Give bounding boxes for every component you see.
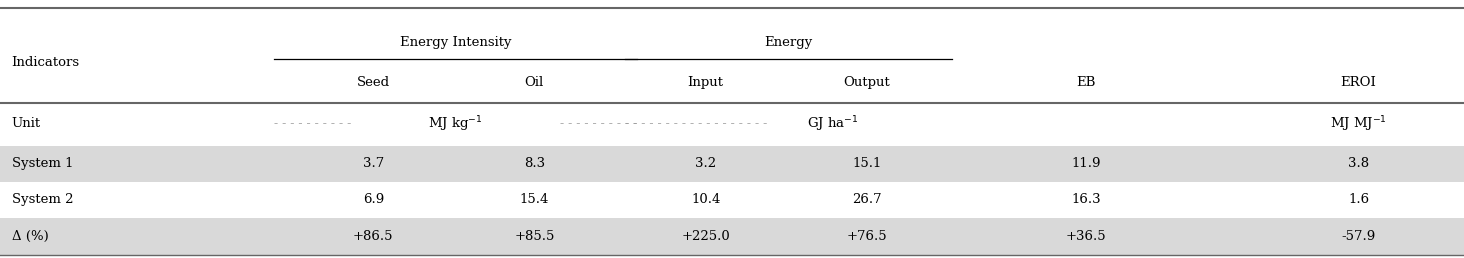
Text: Oil: Oil <box>524 76 545 89</box>
Bar <box>0 146 1464 182</box>
Text: EROI: EROI <box>1341 76 1376 89</box>
Text: Indicators: Indicators <box>12 56 81 69</box>
Text: Energy Intensity: Energy Intensity <box>400 36 511 49</box>
Text: GJ ha$^{-1}$: GJ ha$^{-1}$ <box>807 114 858 134</box>
Text: 3.2: 3.2 <box>695 157 716 170</box>
Text: 26.7: 26.7 <box>852 194 881 206</box>
Text: 3.7: 3.7 <box>363 157 384 170</box>
Text: - - - - - - - - - -: - - - - - - - - - - <box>559 117 637 130</box>
Text: 10.4: 10.4 <box>691 194 720 206</box>
Text: System 2: System 2 <box>12 194 73 206</box>
Text: 6.9: 6.9 <box>363 194 384 206</box>
Text: MJ kg$^{-1}$: MJ kg$^{-1}$ <box>427 114 483 134</box>
Text: Seed: Seed <box>357 76 389 89</box>
Text: +86.5: +86.5 <box>353 230 394 243</box>
Text: Input: Input <box>688 76 723 89</box>
Text: System 1: System 1 <box>12 157 73 170</box>
Text: 15.1: 15.1 <box>852 157 881 170</box>
Text: +36.5: +36.5 <box>1066 230 1107 243</box>
Text: 11.9: 11.9 <box>1072 157 1101 170</box>
Text: 3.8: 3.8 <box>1348 157 1369 170</box>
Text: Energy: Energy <box>764 36 813 49</box>
Text: MJ MJ$^{-1}$: MJ MJ$^{-1}$ <box>1331 114 1386 134</box>
Text: - - - - - - - - - -: - - - - - - - - - - <box>274 117 351 130</box>
Text: EB: EB <box>1076 76 1097 89</box>
Text: +76.5: +76.5 <box>846 230 887 243</box>
Bar <box>0 218 1464 255</box>
Text: Unit: Unit <box>12 117 41 130</box>
Text: -57.9: -57.9 <box>1341 230 1376 243</box>
Text: +85.5: +85.5 <box>514 230 555 243</box>
Text: Δ (%): Δ (%) <box>12 230 48 243</box>
Text: 15.4: 15.4 <box>520 194 549 206</box>
Text: - - - - - - - - - - - - - - - - - -: - - - - - - - - - - - - - - - - - - <box>625 117 767 130</box>
Text: 8.3: 8.3 <box>524 157 545 170</box>
Text: 16.3: 16.3 <box>1072 194 1101 206</box>
Text: 1.6: 1.6 <box>1348 194 1369 206</box>
Text: Output: Output <box>843 76 890 89</box>
Text: +225.0: +225.0 <box>681 230 731 243</box>
